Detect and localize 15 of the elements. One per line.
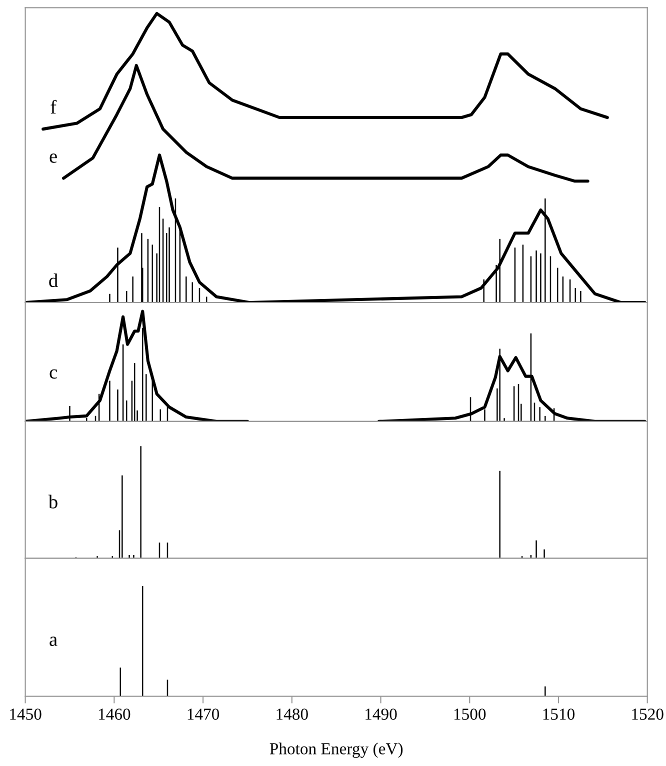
text: c [50, 369, 58, 379]
x-tick-label: 1510 [543, 708, 575, 720]
x-tick-label: 1500 [454, 708, 486, 720]
series-label: e [50, 153, 57, 163]
x-tick-label: 1480 [276, 708, 308, 720]
x-tick-label: 1520 [632, 708, 664, 720]
x-tick-label: 1450 [10, 708, 42, 720]
x-tick-label: 1470 [188, 708, 220, 720]
x-axis-title: Photon Energy (eV) [270, 742, 403, 758]
series-label: d [49, 273, 58, 288]
text: b [48, 494, 58, 508]
x-tick-label: 1490 [366, 708, 397, 720]
x-tick-label: 1460 [98, 708, 130, 720]
text: a [50, 636, 58, 646]
series-label: f [50, 100, 57, 114]
